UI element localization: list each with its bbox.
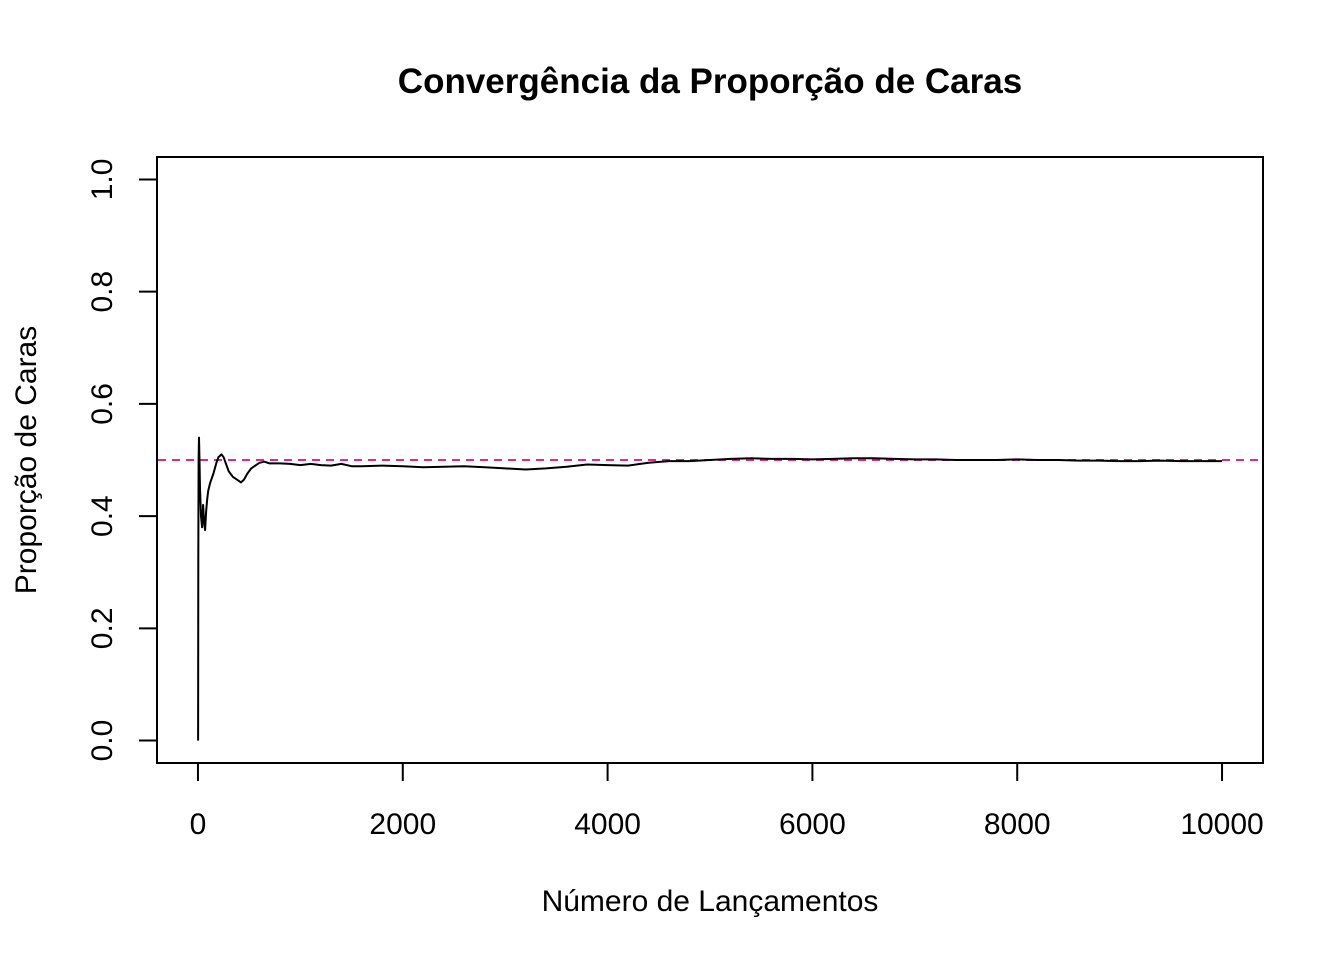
x-tick-label: 8000 xyxy=(984,808,1051,841)
x-tick-label: 2000 xyxy=(369,808,436,841)
x-axis-label: Número de Lançamentos xyxy=(542,885,879,918)
x-tick-label: 4000 xyxy=(574,808,641,841)
y-axis-label: Proporção de Caras xyxy=(10,326,43,594)
y-tick-label: 0.2 xyxy=(86,607,119,649)
y-axis: 0.0 0.2 0.4 0.6 0.8 1.0 xyxy=(86,159,158,762)
series-line xyxy=(197,436,1222,741)
chart-title: Convergência da Proporção de Caras xyxy=(398,62,1022,101)
x-tick-label: 0 xyxy=(190,808,207,841)
y-tick-label: 0.8 xyxy=(86,271,119,313)
y-tick-label: 0.4 xyxy=(86,495,119,537)
y-tick-label: 0.6 xyxy=(86,383,119,425)
y-tick-label: 0.0 xyxy=(86,720,119,762)
x-tick-label: 6000 xyxy=(779,808,846,841)
x-axis: 0 2000 4000 6000 8000 10000 xyxy=(190,762,1264,841)
y-tick-label: 1.0 xyxy=(86,159,119,201)
x-tick-label: 10000 xyxy=(1180,808,1263,841)
